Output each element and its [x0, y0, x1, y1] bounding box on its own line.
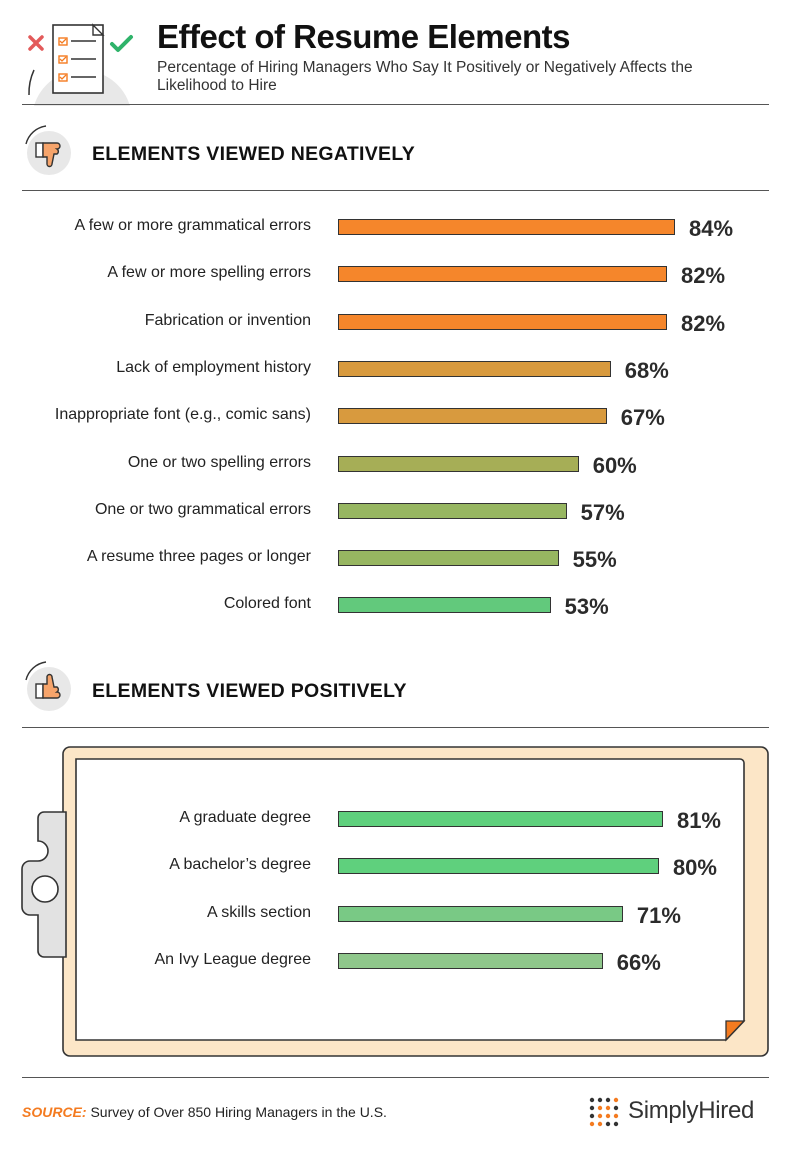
bar-label: Inappropriate font (e.g., comic sans)	[54, 406, 311, 424]
bar	[338, 905, 623, 922]
source-note: SOURCE: Survey of Over 850 Hiring Manage…	[22, 1104, 387, 1120]
bar	[338, 952, 603, 969]
bar-label: A few or more spelling errors	[107, 264, 311, 282]
bar-value-label: 82%	[680, 310, 726, 336]
bar	[338, 408, 607, 425]
bar-label: An Ivy League degree	[154, 950, 311, 968]
source-text: Survey of Over 850 Hiring Managers in th…	[90, 1104, 387, 1120]
bar-label: One or two grammatical errors	[94, 500, 311, 518]
bar	[338, 858, 659, 875]
bar-value-label: 57%	[580, 499, 625, 525]
bar-label: One or two spelling errors	[127, 453, 311, 471]
bar-label: A graduate degree	[179, 809, 311, 826]
source-label: SOURCE:	[22, 1104, 87, 1120]
bar	[338, 597, 551, 614]
bar-value-label: 81%	[676, 808, 721, 833]
positive-section-divider	[22, 727, 769, 728]
bar	[338, 455, 579, 472]
page-title: Effect of Resume Elements	[157, 18, 570, 55]
bar-label: Lack of employment history	[116, 358, 311, 376]
bar-value-label: 82%	[680, 263, 726, 289]
bar	[338, 219, 675, 235]
bar-value-label: 60%	[592, 452, 637, 478]
resume-checklist-icon	[28, 23, 133, 106]
bar-label: A skills section	[206, 903, 311, 921]
footer-divider	[22, 1077, 769, 1078]
negative-section-divider	[22, 190, 769, 191]
bar-value-label: 67%	[620, 405, 665, 431]
bar-value-label: 53%	[564, 594, 609, 620]
thumbs-down-icon	[25, 125, 71, 175]
brand-name: SimplyHired	[628, 1097, 755, 1124]
bar-value-label: 80%	[672, 855, 717, 881]
bar	[338, 550, 559, 567]
simplyhired-logo-icon	[589, 1097, 619, 1127]
header-divider	[22, 104, 769, 105]
bar-value-label: 55%	[572, 547, 617, 573]
bar	[338, 811, 663, 827]
bar-value-label: 68%	[624, 357, 669, 383]
bar	[338, 266, 667, 283]
positive-section-title: ELEMENTS VIEWED POSITIVELY	[92, 680, 407, 702]
bar-label: Colored font	[223, 595, 311, 613]
bar-value-label: 71%	[636, 902, 681, 928]
negative-section-title: ELEMENTS VIEWED NEGATIVELY	[92, 143, 416, 165]
bar	[338, 313, 667, 330]
bar	[338, 360, 611, 377]
bar-label: A few or more grammatical errors	[74, 217, 311, 234]
page-subtitle: Percentage of Hiring Managers Who Say It…	[157, 59, 693, 94]
bar-value-label: 84%	[689, 216, 734, 241]
thumbs-up-icon	[25, 661, 71, 711]
bar	[338, 502, 567, 519]
bar-label: A bachelor’s degree	[169, 856, 311, 874]
bar-label: A resume three pages or longer	[86, 548, 311, 566]
bar-value-label: 66%	[616, 949, 661, 975]
bar-label: Fabrication or invention	[144, 311, 311, 329]
